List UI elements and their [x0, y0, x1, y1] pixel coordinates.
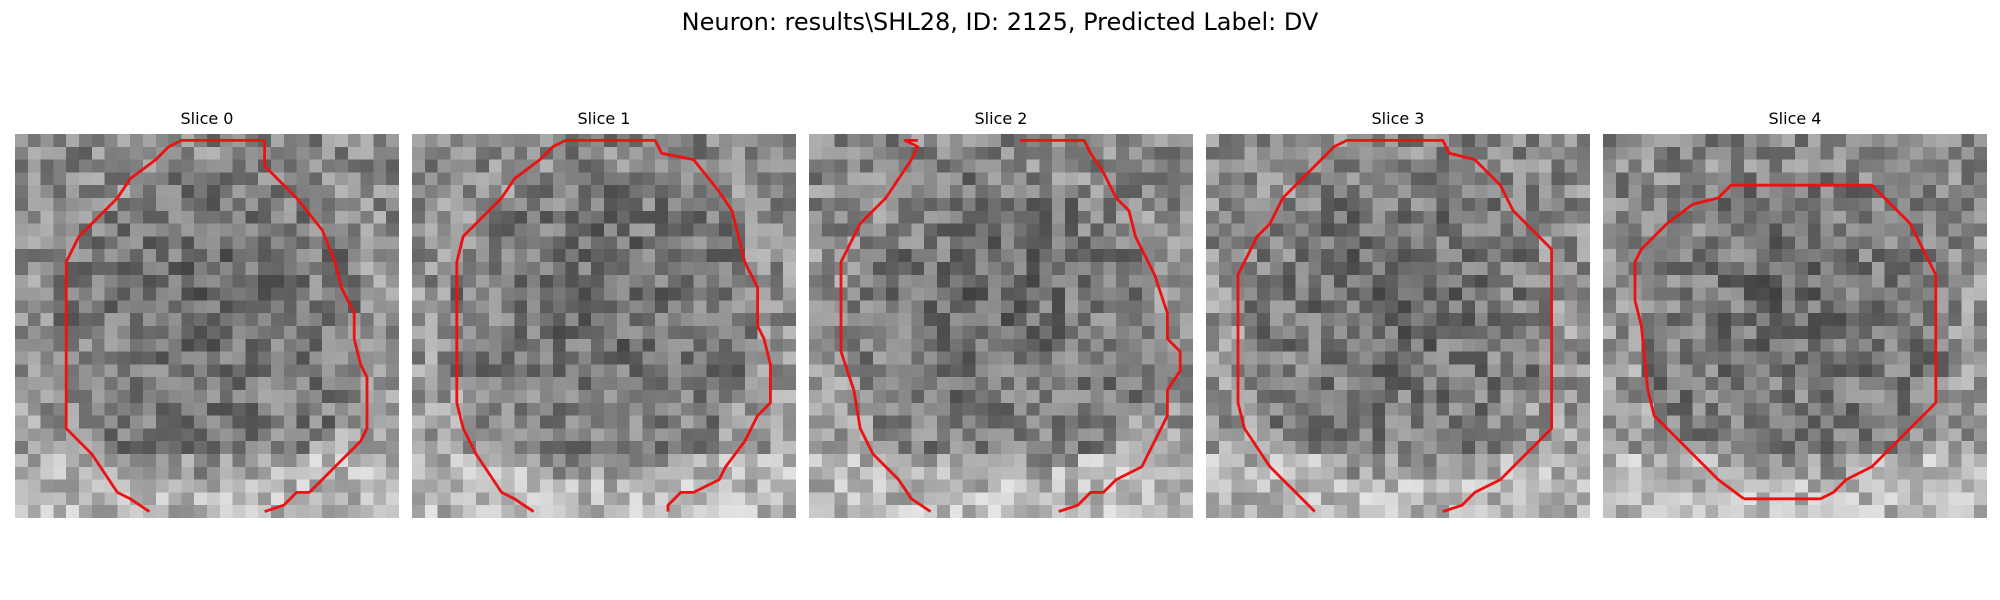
slice-image — [1205, 133, 1591, 519]
slice-panel-4: Slice 4 — [1602, 108, 1988, 519]
slice-image — [14, 133, 400, 519]
slice-image — [808, 133, 1194, 519]
slice-panel-3: Slice 3 — [1205, 108, 1591, 519]
slice-image — [1602, 133, 1988, 519]
pixel-grid — [412, 134, 796, 518]
slice-panel-0: Slice 0 — [14, 108, 400, 519]
pixel-grid — [15, 134, 399, 518]
slice-title: Slice 1 — [577, 109, 631, 128]
pixel-grid — [809, 134, 1193, 518]
roi-contour — [1633, 183, 1938, 501]
roi-contour — [1020, 138, 1182, 513]
slice-title: Slice 2 — [974, 109, 1028, 128]
roi-contour — [455, 138, 772, 513]
slice-panel-1: Slice 1 — [411, 108, 797, 519]
roi-contour — [1236, 138, 1554, 513]
pixel-grid — [1206, 134, 1590, 518]
figure-title: Neuron: results\SHL28, ID: 2125, Predict… — [681, 8, 1319, 36]
slice-panel-2: Slice 2 — [808, 108, 1194, 519]
pixel-grid — [1603, 134, 1987, 518]
roi-contour — [839, 138, 932, 513]
slice-title: Slice 4 — [1768, 109, 1822, 128]
slice-title: Slice 0 — [180, 109, 234, 128]
roi-contour — [64, 138, 369, 513]
slice-title: Slice 3 — [1371, 109, 1425, 128]
slice-image — [411, 133, 797, 519]
